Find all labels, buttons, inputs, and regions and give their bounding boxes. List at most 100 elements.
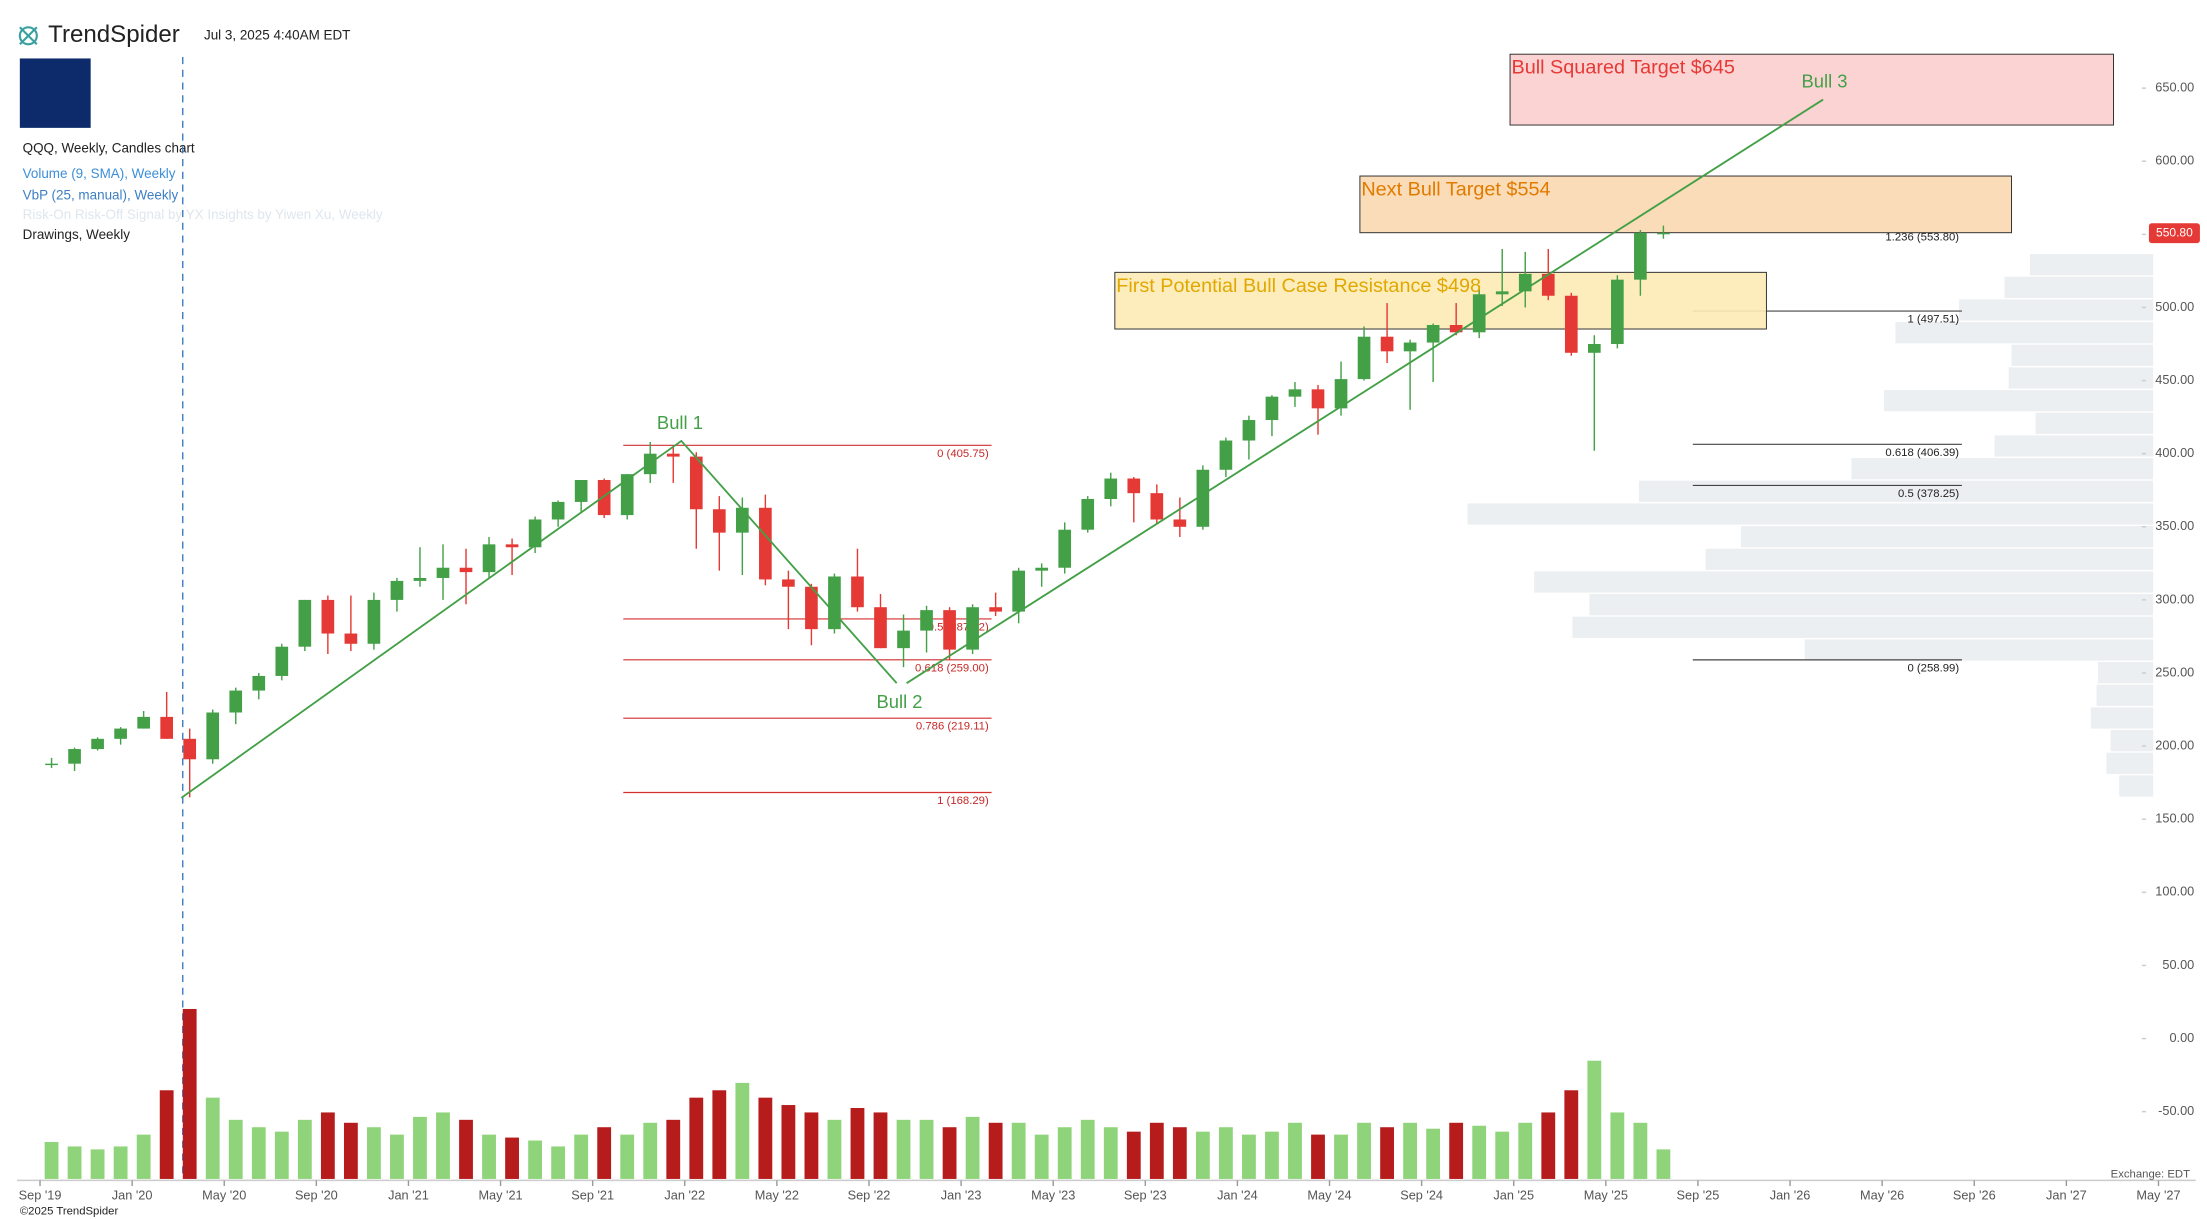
volume-bar	[1380, 1127, 1394, 1179]
candle-body	[1334, 379, 1348, 409]
candle-body	[1449, 324, 1463, 333]
vbp-bar	[2119, 775, 2154, 797]
volume-bar	[1242, 1134, 1256, 1179]
fib-label: 1.236 (553.80)	[1885, 231, 1959, 243]
vbp-bar	[1959, 299, 2154, 321]
trend-line	[180, 439, 898, 799]
candle-body	[574, 479, 588, 502]
legend-line: VbP (25, manual), Weekly	[23, 187, 179, 202]
candle-body	[1357, 336, 1371, 380]
volume-bar	[804, 1112, 819, 1179]
candle-body	[459, 567, 473, 573]
vbp-bar	[2011, 344, 2154, 366]
volume-bar	[988, 1122, 1003, 1179]
vbp-bar	[1851, 458, 2154, 480]
volume-bar	[781, 1105, 796, 1179]
volume-bar	[689, 1097, 704, 1179]
target-label: Bull Squared Target $645	[1511, 57, 1734, 79]
candle-body	[782, 579, 795, 587]
target-label: Next Bull Target $554	[1361, 178, 1550, 200]
fib-label: 1 (168.29)	[937, 795, 989, 807]
candle-body	[482, 544, 496, 573]
candle-body	[851, 576, 864, 608]
candle-body	[183, 738, 197, 760]
candle-body	[1196, 469, 1210, 527]
candle-body	[114, 728, 127, 739]
trend-label: Bull 2	[876, 691, 922, 712]
trend-label: Bull 3	[1802, 70, 1848, 91]
candle-body	[874, 607, 887, 649]
candle-body	[229, 690, 243, 713]
volume-bar	[436, 1112, 450, 1179]
volume-bar	[90, 1149, 105, 1179]
y-tick-label: 0.00	[2169, 1030, 2194, 1045]
exchange: Exchange: EDT	[2111, 1169, 2190, 1181]
volume-bar	[482, 1134, 496, 1179]
candle-body	[620, 474, 634, 516]
fib-label: 0 (258.99)	[1907, 662, 1959, 674]
candles	[44, 225, 1671, 1179]
candle-body	[689, 456, 703, 510]
volume-bar	[367, 1127, 381, 1179]
candle-body	[1564, 295, 1578, 353]
candle-body	[1380, 336, 1394, 352]
candle-body	[344, 633, 358, 644]
x-tick-label: Jan '23	[941, 1187, 982, 1202]
x-tick-label: Jan '20	[112, 1187, 153, 1202]
y-tick-label: 250.00	[2155, 664, 2194, 679]
candle-body	[712, 509, 726, 533]
x-tick-label: Sep '25	[1677, 1187, 1720, 1202]
volume-bar	[1403, 1122, 1418, 1179]
candle-body	[1242, 420, 1256, 441]
candle-body	[597, 479, 611, 516]
volume-bar	[758, 1097, 773, 1179]
legend-line: Volume (9, SMA), Weekly	[23, 166, 176, 181]
avatar	[19, 58, 91, 128]
candle-body	[736, 507, 749, 533]
volume-bar	[1034, 1134, 1049, 1179]
candle-body	[759, 507, 772, 580]
volume-bar	[1357, 1122, 1371, 1179]
candle-body	[1587, 344, 1601, 353]
x-tick-label: May '22	[755, 1187, 799, 1202]
vbp-bar	[2029, 254, 2154, 276]
footer: ©2025 TrendSpider	[20, 1206, 119, 1218]
volume-bar	[1103, 1127, 1118, 1179]
volume-bar	[896, 1119, 911, 1179]
vbp-bar	[1638, 480, 2154, 502]
target-box	[1509, 53, 2115, 126]
volume-bar	[735, 1082, 750, 1179]
volume-bar	[343, 1122, 358, 1179]
x-tick-label: Jan '27	[2046, 1187, 2087, 1202]
x-tick-label: Sep '23	[1124, 1187, 1167, 1202]
candle-body	[1288, 389, 1302, 397]
x-tick-label: Jan '22	[664, 1187, 705, 1202]
candle-body	[1265, 396, 1279, 421]
volume-bar	[574, 1134, 589, 1179]
candle-body	[275, 646, 289, 676]
volume-bar	[1288, 1122, 1302, 1179]
volume-bar	[320, 1112, 335, 1179]
x-tick-label: May '23	[1031, 1187, 1075, 1202]
volume-bar	[850, 1108, 865, 1179]
candle-body	[1426, 324, 1440, 343]
last-price-tag	[2148, 223, 2200, 244]
volume-bar	[597, 1127, 612, 1179]
volume-bar	[643, 1122, 658, 1179]
vbp-bar	[2090, 707, 2154, 729]
fib-label: 0 (405.75)	[937, 448, 989, 460]
target-box	[1359, 175, 2013, 234]
volume-bar	[666, 1119, 681, 1179]
y-tick-label: 50.00	[2162, 957, 2194, 972]
candle-body	[528, 519, 542, 548]
volume-bar	[620, 1134, 635, 1179]
candle-body	[436, 567, 450, 578]
volume-bar	[251, 1127, 266, 1179]
candle-body	[805, 586, 818, 630]
candle-body	[137, 716, 150, 729]
x-tick-label: Jan '26	[1770, 1187, 1811, 1202]
volume-bar	[1195, 1131, 1210, 1179]
candle-body	[1081, 499, 1095, 530]
